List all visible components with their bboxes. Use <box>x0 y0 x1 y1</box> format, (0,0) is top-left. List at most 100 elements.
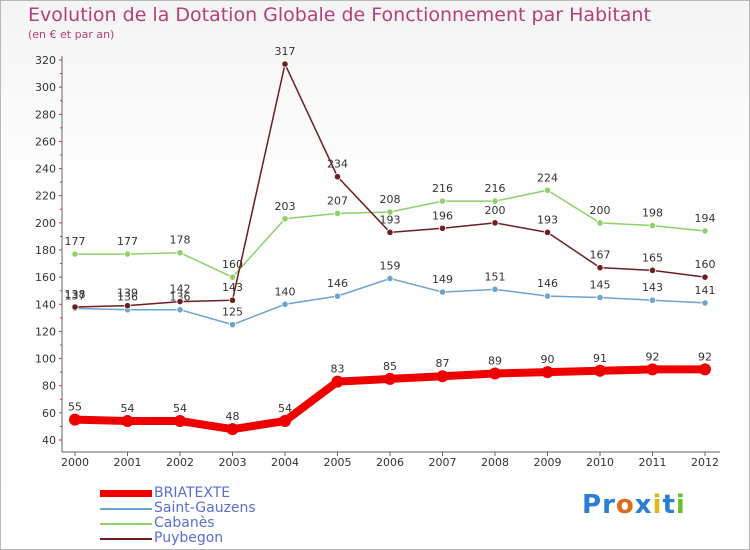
data-point <box>648 266 657 274</box>
logo-letter: i <box>675 490 686 520</box>
data-label: 125 <box>222 306 243 319</box>
y-tick-label: 160 <box>35 271 56 284</box>
data-label: 55 <box>68 401 82 414</box>
x-tick-label: 2012 <box>691 456 719 469</box>
logo-letter: i <box>652 490 663 520</box>
data-point <box>491 285 499 293</box>
data-point <box>438 288 447 296</box>
data-label: 317 <box>275 45 296 58</box>
legend-item: Saint-Gauzens <box>100 500 360 516</box>
legend: BRIATEXTE Saint-Gauzens Cabanès Puybegon <box>100 485 360 546</box>
data-label: 159 <box>380 260 401 273</box>
data-point <box>386 228 394 236</box>
data-label: 224 <box>537 171 558 184</box>
data-label: 193 <box>380 213 401 226</box>
x-tick-label: 2005 <box>324 456 352 469</box>
data-point <box>596 219 604 227</box>
data-label: 203 <box>275 200 296 213</box>
data-point <box>543 186 552 194</box>
legend-swatch <box>100 508 152 510</box>
data-point <box>701 299 709 307</box>
data-label: 87 <box>436 357 450 370</box>
y-tick-label: 100 <box>35 353 56 366</box>
y-tick-label: 260 <box>35 135 56 148</box>
y-tick-label: 180 <box>35 244 56 257</box>
legend-swatch <box>100 490 152 497</box>
data-label: 138 <box>65 288 86 301</box>
legend-label: Cabanès <box>154 515 215 531</box>
data-point <box>436 370 449 383</box>
y-tick-label: 220 <box>35 190 56 203</box>
legend-item: Cabanès <box>100 515 360 531</box>
x-tick-label: 2000 <box>61 456 89 469</box>
data-label: 137 <box>65 289 86 302</box>
data-point <box>701 227 709 235</box>
data-label: 143 <box>642 281 663 294</box>
data-point <box>386 208 394 216</box>
x-tick-label: 2011 <box>639 456 667 469</box>
data-label: 165 <box>642 251 663 264</box>
data-label: 142 <box>170 283 191 296</box>
logo-letter: o <box>615 490 635 520</box>
data-point <box>333 292 342 300</box>
x-tick-label: 2002 <box>166 456 194 469</box>
y-tick-label: 120 <box>35 325 56 338</box>
data-point <box>699 363 711 376</box>
data-label: 200 <box>590 204 611 217</box>
data-point <box>491 197 499 205</box>
data-point <box>121 415 134 427</box>
data-label: 160 <box>695 258 716 271</box>
data-label: 89 <box>488 355 502 368</box>
data-label: 200 <box>485 204 506 217</box>
y-tick-label: 140 <box>35 298 56 311</box>
y-tick-label: 240 <box>35 163 56 176</box>
data-point <box>174 415 186 427</box>
legend-label: Saint-Gauzens <box>154 500 256 516</box>
data-point <box>384 372 396 385</box>
x-tick-label: 2010 <box>586 456 614 469</box>
data-label: 54 <box>121 402 135 415</box>
x-tick-label: 2009 <box>534 456 562 469</box>
data-label: 216 <box>432 182 453 195</box>
y-tick-label: 200 <box>35 217 56 230</box>
y-tick-label: 320 <box>35 54 56 67</box>
logo-letter: t <box>662 490 676 520</box>
data-label: 194 <box>695 212 716 225</box>
data-point <box>281 300 289 308</box>
data-label: 198 <box>642 207 663 220</box>
data-point <box>228 321 237 329</box>
data-label: 149 <box>432 273 453 286</box>
data-point <box>386 274 394 283</box>
y-tick-label: 300 <box>35 81 56 94</box>
y-tick-label: 40 <box>42 434 56 447</box>
legend-label: Puybegon <box>154 530 224 546</box>
data-label: 140 <box>275 285 296 298</box>
data-label: 83 <box>331 363 345 376</box>
x-tick-label: 2001 <box>114 456 142 469</box>
logo-letter: P <box>582 490 603 520</box>
x-tick-label: 2006 <box>376 456 404 469</box>
data-label: 136 <box>170 291 191 304</box>
data-label: 91 <box>593 352 607 365</box>
data-label: 85 <box>383 360 397 373</box>
data-point <box>176 249 184 257</box>
data-label: 90 <box>541 353 555 366</box>
data-point <box>648 296 657 304</box>
data-label: 141 <box>695 284 716 297</box>
data-point <box>333 173 342 181</box>
data-point <box>71 250 79 258</box>
data-label: 167 <box>590 249 611 262</box>
data-point <box>438 224 447 232</box>
chart-title: Evolution de la Dotation Globale de Fonc… <box>28 4 651 26</box>
data-label: 207 <box>327 194 348 207</box>
y-tick-label: 280 <box>35 108 56 121</box>
data-label: 54 <box>278 402 292 415</box>
data-point <box>333 209 342 217</box>
data-label: 92 <box>646 350 660 363</box>
legend-item: Puybegon <box>100 530 360 546</box>
logo-letter: r <box>602 490 616 520</box>
data-point <box>281 60 289 68</box>
data-point <box>331 375 344 388</box>
proxiti-logo: Proxiti <box>582 490 686 520</box>
